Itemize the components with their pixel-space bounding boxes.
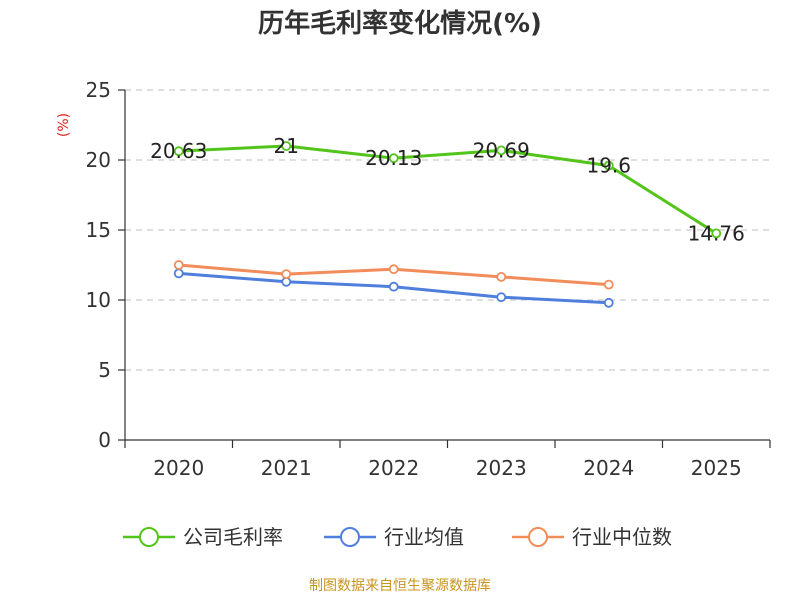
- legend-item-1: 行业均值: [324, 525, 464, 549]
- series-line-0: [178, 144, 718, 235]
- data-point-2-2022: [388, 264, 399, 275]
- data-point-1-2022: [388, 281, 399, 292]
- data-point-2-2021: [281, 269, 292, 280]
- x-tick-label-2021: 2021: [261, 456, 312, 480]
- legend-label-2: 行业中位数: [572, 525, 672, 549]
- data-point-2-2023: [496, 271, 507, 282]
- data-point-0-2024: [603, 160, 614, 171]
- data-point-1-2024: [603, 297, 614, 308]
- x-tick-label-2023: 2023: [476, 456, 527, 480]
- data-label-2023: 20.69: [473, 138, 530, 162]
- data-point-2-2020: [173, 260, 184, 270]
- legend-marker-1: [340, 527, 360, 547]
- y-tick-label-10: 10: [86, 288, 111, 312]
- series-lines: [173, 141, 722, 308]
- legend-marker-0: [139, 527, 159, 547]
- legend-label-0: 公司毛利率: [183, 525, 283, 549]
- series-0: [173, 141, 722, 239]
- y-tick-label-20: 20: [86, 148, 111, 172]
- data-point-0-2021: [281, 141, 292, 151]
- legend-item-0: 公司毛利率: [123, 525, 283, 549]
- legend: 公司毛利率 行业均值 行业中位数: [123, 525, 672, 549]
- chart-title: 历年毛利率变化情况(%): [258, 8, 542, 39]
- x-tick-label-2025: 2025: [691, 456, 742, 480]
- source-note: 制图数据来自恒生聚源数据库: [309, 578, 491, 594]
- data-label-2024: 19.6: [586, 154, 631, 178]
- data-point-2-2024: [603, 279, 614, 290]
- x-tick-label-2020: 2020: [153, 456, 204, 480]
- legend-marker-2: [528, 527, 548, 547]
- y-tick-label-25: 25: [86, 78, 111, 102]
- gridlines: [125, 89, 770, 371]
- legend-label-1: 行业均值: [384, 525, 464, 549]
- series-1: [173, 268, 614, 308]
- y-axis-unit-label: (%): [56, 113, 72, 137]
- data-label-2022: 20.13: [365, 146, 422, 170]
- x-tick-label-2022: 2022: [368, 456, 419, 480]
- data-point-0-2023: [496, 145, 507, 156]
- data-label-2025: 14.76: [688, 221, 745, 245]
- y-tick-label-0: 0: [98, 428, 111, 452]
- legend-item-2: 行业中位数: [512, 525, 672, 549]
- data-point-0-2020: [173, 146, 184, 157]
- data-point-0-2025: [711, 228, 722, 239]
- data-label-2020: 20.63: [150, 139, 207, 163]
- data-labels: 20.63 21 20.13 20.69 19.6 14.76: [150, 134, 745, 245]
- data-point-0-2022: [388, 153, 399, 164]
- data-label-2021: 21: [274, 134, 299, 158]
- data-point-1-2020: [173, 268, 184, 279]
- y-tick-label-5: 5: [98, 358, 111, 382]
- data-point-1-2023: [496, 292, 507, 303]
- series-2: [173, 260, 614, 290]
- y-tick-label-15: 15: [86, 218, 111, 242]
- x-tick-label-2024: 2024: [583, 456, 634, 480]
